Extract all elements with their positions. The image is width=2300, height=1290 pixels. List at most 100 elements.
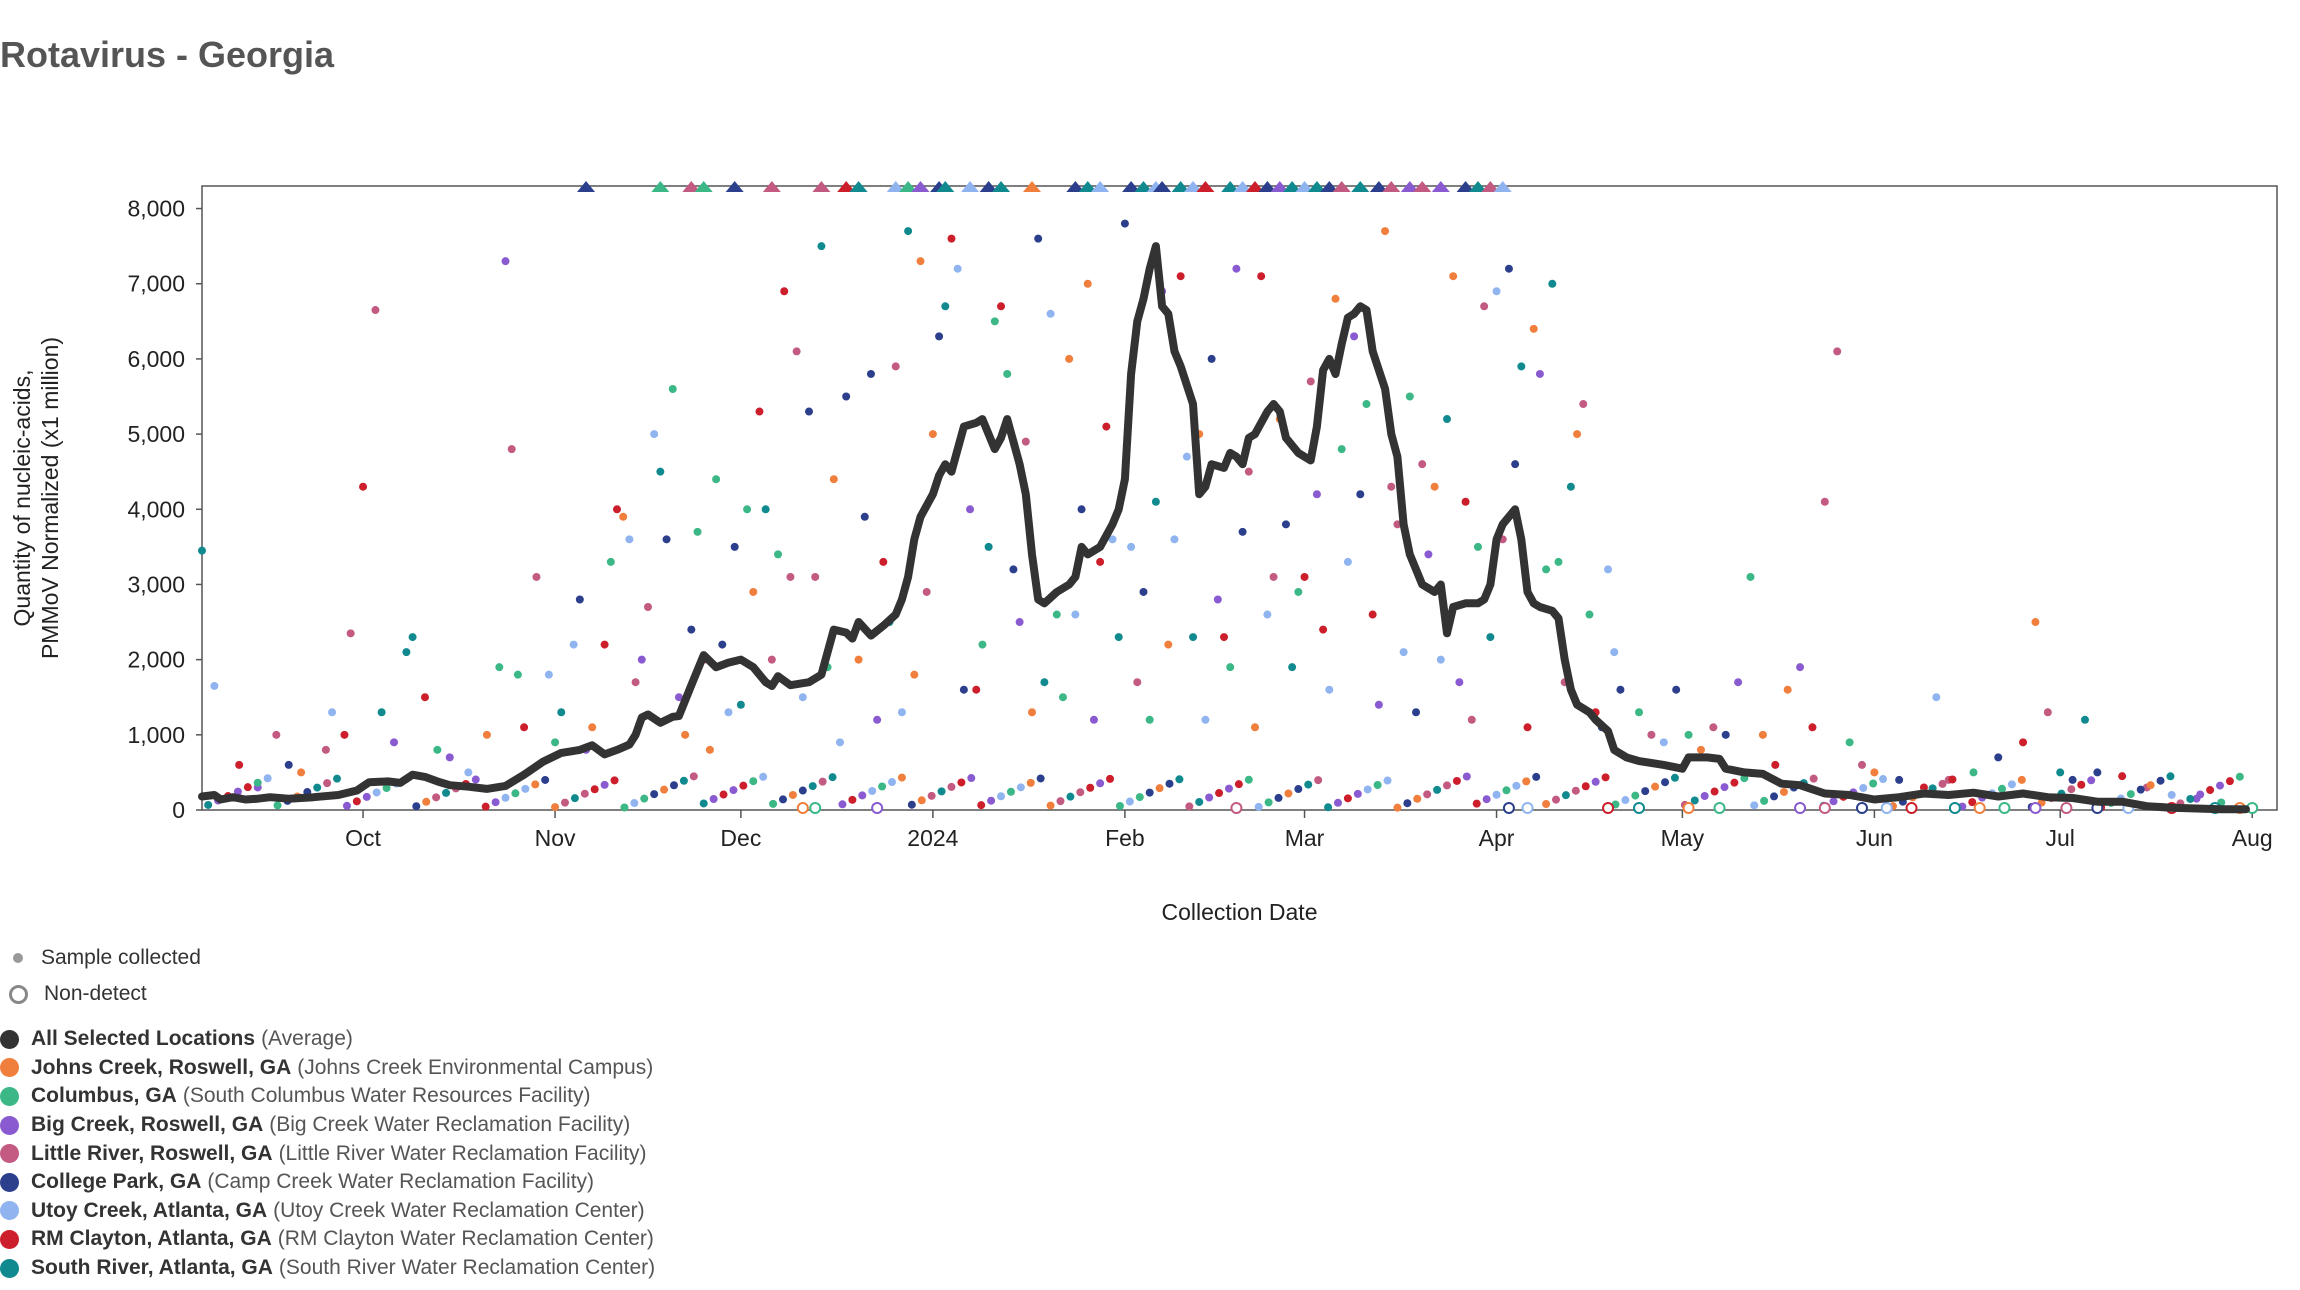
sample-point	[829, 475, 838, 484]
sample-point	[1413, 794, 1422, 803]
sample-point	[1443, 781, 1451, 790]
sample-point	[371, 306, 380, 315]
sample-point	[743, 505, 752, 514]
sample-point	[1383, 776, 1392, 785]
x-tick-label: 2024	[907, 825, 958, 851]
sample-point	[1046, 801, 1055, 810]
sample-point	[2007, 780, 2016, 789]
legend-series-name: Little River, Roswell, GA	[31, 1141, 273, 1165]
legend-series-row[interactable]: Columbus, GA (South Columbus Water Resour…	[0, 1082, 655, 1111]
sample-point	[445, 753, 454, 762]
legend-series-facility: (Camp Creek Water Reclamation Facility)	[207, 1170, 595, 1194]
legend-series-row[interactable]: Utoy Creek, Atlanta, GA (Utoy Creek Water…	[0, 1197, 655, 1226]
sample-point	[1324, 803, 1333, 812]
sample-point	[1969, 768, 1978, 777]
legend-series-row[interactable]: Little River, Roswell, GA (Little River W…	[0, 1139, 655, 1168]
sample-point	[606, 557, 615, 566]
sample-point	[1641, 787, 1650, 796]
sample-point	[730, 542, 739, 551]
sample-point	[362, 792, 371, 801]
sample-point	[1542, 565, 1551, 574]
legend-series-row[interactable]: Big Creek, Roswell, GA (Big Creek Water R…	[0, 1111, 655, 1140]
sample-point	[1467, 715, 1476, 724]
sample-point	[1932, 693, 1941, 702]
sample-point	[2206, 786, 2215, 795]
out-of-range-marker	[1153, 181, 1172, 192]
x-tick-label: Feb	[1105, 825, 1145, 851]
sample-point	[1968, 798, 1977, 807]
sample-point	[1189, 633, 1198, 642]
legend-series-row[interactable]: College Park, GA (Camp Creek Water Reclam…	[0, 1168, 655, 1197]
y-axis-label: Quantity of nucleic-acids,PMMoV Normaliz…	[9, 337, 63, 659]
nondetect-marker	[1880, 802, 1893, 814]
legend-series-row[interactable]: All Selected Locations (Average)	[0, 1025, 655, 1054]
sample-point	[1015, 618, 1024, 627]
sample-point	[1284, 789, 1293, 798]
sample-point	[1424, 550, 1433, 559]
sample-point	[342, 801, 351, 810]
sample-point	[1869, 779, 1878, 788]
sample-point	[681, 730, 690, 739]
sample-point	[650, 430, 659, 439]
sample-point	[1522, 777, 1531, 786]
sample-point	[1058, 693, 1067, 702]
sample-point	[1077, 505, 1086, 514]
sample-point	[669, 781, 678, 790]
sample-point	[1257, 272, 1266, 281]
legend-series-row[interactable]: RM Clayton, Atlanta, GA (RM Clayton Water…	[0, 1225, 655, 1254]
sample-point	[495, 663, 504, 672]
sample-point	[928, 430, 937, 439]
sample-point	[382, 784, 391, 793]
sample-point	[2225, 777, 2234, 786]
sample-point	[1579, 400, 1588, 409]
sample-point	[1164, 640, 1173, 649]
y-tick-label: 7,000	[127, 271, 185, 297]
sample-point	[660, 785, 669, 794]
sample-point	[471, 775, 480, 784]
sample-point	[1036, 774, 1045, 783]
sample-point	[1449, 272, 1458, 281]
sample-point	[1145, 715, 1154, 724]
sample-point	[668, 384, 677, 393]
sample-point	[2068, 775, 2077, 784]
sample-point	[2043, 708, 2052, 717]
sample-point	[1511, 460, 1520, 469]
sample-point	[1895, 775, 1904, 784]
sample-point	[656, 467, 665, 476]
x-tick-label: Mar	[1285, 825, 1325, 851]
sample-point	[749, 777, 758, 786]
legend-series-row[interactable]: South River, Atlanta, GA (South River Wat…	[0, 1254, 655, 1283]
sample-point	[860, 512, 869, 521]
sample-point	[873, 715, 882, 724]
sample-point	[1796, 663, 1805, 672]
x-tick-label: Dec	[720, 825, 761, 851]
sample-point	[1399, 648, 1408, 657]
sample-point	[1294, 587, 1303, 596]
out-of-range-marker	[762, 181, 781, 192]
out-of-range-marker	[1283, 181, 1302, 192]
sample-point	[1343, 794, 1352, 803]
sample-point	[891, 362, 900, 371]
sample-point	[1207, 354, 1216, 363]
out-of-range-marker	[936, 181, 955, 192]
sample-point	[433, 745, 442, 754]
sample-point	[1076, 788, 1085, 797]
sample-point	[907, 800, 916, 809]
sample-point	[1721, 730, 1730, 739]
sample-point	[1461, 497, 1470, 506]
legend-nondetect-label: Non-detect	[44, 982, 147, 1005]
out-of-range-marker	[1134, 181, 1153, 192]
sample-point	[2087, 776, 2096, 785]
y-tick-label: 4,000	[127, 496, 185, 522]
out-of-range-marker	[1382, 181, 1401, 192]
sample-point	[1028, 708, 1036, 717]
sample-point	[959, 685, 968, 694]
sample-point	[1783, 685, 1792, 694]
sample-point	[243, 783, 252, 792]
sample-point	[1185, 802, 1194, 811]
legend-series-row[interactable]: Johns Creek, Roswell, GA (Johns Creek Env…	[0, 1054, 655, 1083]
sample-point	[1331, 294, 1340, 303]
sample-point	[1151, 497, 1160, 506]
sample-point	[1517, 362, 1526, 371]
sample-point	[643, 603, 652, 612]
